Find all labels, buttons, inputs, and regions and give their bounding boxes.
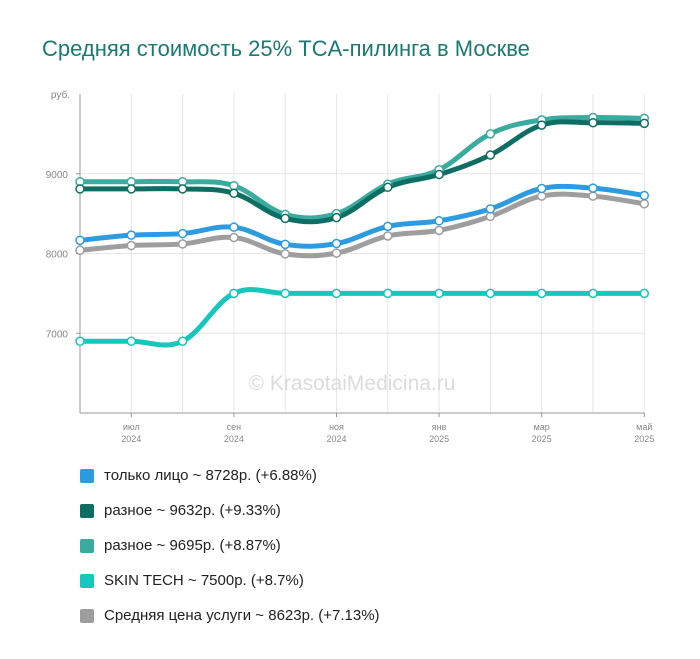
data-point[interactable]: [588, 117, 598, 128]
x-tick-label-month: янв: [432, 422, 447, 432]
series-line[interactable]: [77, 119, 647, 225]
data-point[interactable]: [485, 129, 496, 139]
data-point[interactable]: [177, 239, 188, 249]
legend-swatch: [80, 468, 94, 483]
legend-label: разное ~ 9695р. (+8.87%): [104, 537, 281, 554]
data-point[interactable]: [126, 336, 137, 346]
data-point[interactable]: [485, 211, 496, 222]
legend-label: Средняя цена услуги ~ 8623р. (+7.13%): [104, 607, 380, 624]
data-point[interactable]: [639, 199, 650, 209]
legend-item-misc-2[interactable]: разное ~ 9695р. (+8.87%): [80, 528, 380, 563]
legend-label: разное ~ 9632р. (+9.33%): [104, 502, 281, 519]
series-points: [75, 112, 650, 346]
data-point[interactable]: [280, 239, 290, 250]
legend-label: SKIN TECH ~ 7500р. (+8.7%): [104, 572, 304, 589]
data-point[interactable]: [383, 231, 393, 241]
data-point[interactable]: [588, 183, 598, 193]
data-point[interactable]: [536, 191, 547, 201]
legend-swatch: [80, 573, 94, 588]
data-point[interactable]: [177, 228, 188, 239]
data-point[interactable]: [75, 184, 85, 194]
data-point[interactable]: [639, 288, 650, 299]
x-tick-label-month: мар: [534, 422, 550, 432]
data-point[interactable]: [639, 118, 650, 129]
data-point[interactable]: [177, 336, 188, 346]
data-point[interactable]: [75, 235, 85, 246]
data-point[interactable]: [229, 188, 239, 199]
series-line[interactable]: [77, 287, 647, 348]
data-point[interactable]: [434, 169, 444, 180]
data-point[interactable]: [126, 230, 137, 240]
data-point[interactable]: [280, 213, 290, 224]
data-point[interactable]: [536, 183, 547, 194]
data-point[interactable]: [229, 288, 239, 299]
y-unit-label: руб.: [51, 89, 70, 101]
legend: только лицо ~ 8728р. (+6.88%) разное ~ 9…: [80, 458, 380, 633]
data-point[interactable]: [536, 120, 547, 130]
x-tick-label-year: 2024: [326, 434, 346, 444]
data-point[interactable]: [485, 288, 496, 299]
data-point[interactable]: [383, 182, 393, 193]
data-point[interactable]: [126, 184, 137, 194]
x-tick-label-year: 2025: [532, 434, 552, 444]
data-point[interactable]: [75, 245, 85, 256]
legend-swatch: [80, 503, 94, 518]
y-tick-label: 7000: [46, 329, 69, 340]
y-tick-label: 9000: [46, 170, 69, 181]
x-tick-label-month: июл: [123, 422, 140, 432]
data-point[interactable]: [434, 216, 444, 226]
data-point[interactable]: [639, 190, 650, 201]
data-point[interactable]: [434, 288, 444, 299]
data-point[interactable]: [536, 288, 547, 299]
legend-swatch: [80, 538, 94, 553]
data-point[interactable]: [75, 336, 85, 346]
x-tick-label-year: 2025: [634, 434, 654, 444]
legend-label: только лицо ~ 8728р. (+6.88%): [104, 467, 317, 484]
x-tick-label-month: ноя: [329, 422, 344, 432]
data-point[interactable]: [588, 288, 598, 299]
data-point[interactable]: [331, 212, 342, 223]
data-point[interactable]: [177, 184, 188, 194]
data-point[interactable]: [280, 249, 290, 259]
data-point[interactable]: [229, 232, 239, 243]
data-point[interactable]: [229, 180, 239, 191]
data-point[interactable]: [331, 238, 342, 249]
series-lines: [77, 114, 647, 348]
data-point[interactable]: [331, 248, 342, 258]
x-tick-label-year: 2024: [121, 434, 141, 444]
x-tick-label-month: май: [636, 422, 652, 432]
data-point[interactable]: [229, 222, 239, 232]
chart-title: Средняя стоимость 25% TCA-пилинга в Моск…: [42, 36, 530, 61]
x-tick-label-year: 2025: [429, 434, 449, 444]
data-point[interactable]: [485, 204, 496, 214]
axes: 7000 8000 9000 руб. июл 2024 сен 2024 ноя 2024 янв…: [46, 89, 655, 444]
data-point[interactable]: [588, 191, 598, 201]
legend-item-face-only[interactable]: только лицо ~ 8728р. (+6.88%): [80, 458, 380, 493]
data-point[interactable]: [383, 221, 393, 232]
data-point[interactable]: [434, 225, 444, 236]
watermark: © KrasotaiMedicina.ru: [249, 372, 456, 395]
data-point[interactable]: [126, 240, 137, 251]
data-point[interactable]: [331, 288, 342, 299]
x-tick-label-year: 2024: [224, 434, 244, 444]
legend-swatch: [80, 608, 94, 623]
line-chart: 7000 8000 9000 руб. июл 2024 сен 2024 ноя 2024 янв…: [46, 89, 655, 444]
legend-item-misc-1[interactable]: разное ~ 9632р. (+9.33%): [80, 493, 380, 528]
x-tick-label-month: сен: [227, 422, 242, 432]
legend-item-average[interactable]: Средняя цена услуги ~ 8623р. (+7.13%): [80, 598, 380, 633]
data-point[interactable]: [383, 288, 393, 299]
grid-lines: [79, 94, 645, 413]
y-tick-label: 8000: [46, 250, 69, 261]
data-point[interactable]: [280, 288, 290, 299]
legend-item-skin-tech[interactable]: SKIN TECH ~ 7500р. (+8.7%): [80, 563, 380, 598]
data-point[interactable]: [485, 150, 496, 160]
